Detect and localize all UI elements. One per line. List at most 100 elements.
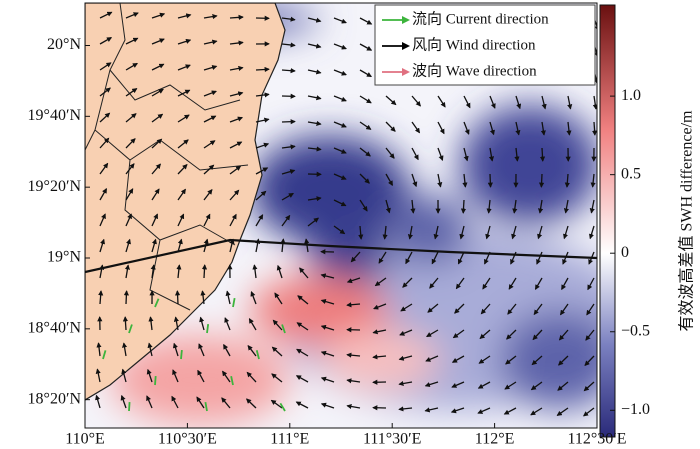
wind-arrow: [222, 370, 231, 383]
wind-arrow: [563, 199, 569, 214]
wind-arrow: [229, 213, 237, 227]
wind-arrow: [424, 407, 439, 413]
wind-arrow: [151, 113, 164, 123]
wind-arrow: [125, 12, 139, 19]
wind-arrow: [229, 189, 240, 201]
wind-arrow: [281, 214, 291, 227]
wind-arrow: [150, 264, 156, 279]
colorbar-tick-label: 1.0: [621, 87, 641, 104]
wind-arrow: [255, 142, 270, 149]
wind-arrow: [398, 406, 413, 412]
wind-arrow: [177, 238, 183, 253]
wind-arrow: [385, 121, 396, 132]
wind-arrow: [247, 344, 257, 357]
wind-arrow: [374, 277, 387, 287]
wind-arrow: [223, 343, 231, 357]
wind-arrow: [563, 225, 569, 240]
wind-arrow: [508, 277, 517, 290]
wind-arrow: [177, 213, 185, 227]
wind-arrow: [463, 121, 470, 135]
wind-arrow: [437, 121, 445, 135]
wind-arrow: [125, 238, 131, 253]
wind-arrow: [229, 91, 244, 97]
wind-arrow: [512, 199, 518, 214]
wind-arrow: [99, 162, 109, 175]
wind-arrow: [486, 199, 492, 214]
wind-arrow: [296, 322, 309, 331]
wind-arrow: [281, 144, 296, 150]
wind-arrow: [96, 342, 102, 357]
wind-arrow: [411, 173, 418, 188]
wind-arrow: [281, 169, 296, 175]
wind-arrow: [99, 137, 110, 149]
wind-arrow: [203, 189, 213, 201]
wind-arrow: [151, 12, 166, 19]
wind-arrow: [533, 303, 543, 316]
wind-arrow: [359, 95, 372, 104]
wind-arrow: [151, 163, 161, 175]
x-tick-label: 111°30′E: [363, 431, 421, 448]
wind-arrow: [359, 43, 373, 51]
y-tick-label: 20°N: [47, 36, 81, 53]
wind-arrow: [487, 173, 493, 188]
wind-arrow: [201, 264, 208, 279]
wind-arrow: [295, 375, 309, 383]
wind-arrow: [333, 121, 347, 128]
typhoon-track: [85, 238, 597, 274]
wind-arrow: [429, 277, 439, 289]
wind-arrow: [346, 277, 361, 284]
wind-arrow: [151, 213, 158, 227]
wind-arrow: [514, 147, 520, 162]
y-tick-label: 19°40′N: [28, 107, 82, 124]
wind-arrow: [359, 17, 373, 25]
current-arrow: [154, 375, 157, 386]
wind-arrow: [372, 329, 387, 335]
wind-arrow: [515, 121, 521, 136]
wind-arrow: [147, 342, 153, 357]
wind-arrow: [385, 95, 397, 106]
wind-arrow: [592, 121, 597, 136]
wind-arrow: [477, 381, 491, 389]
wind-arrow: [585, 329, 595, 341]
wind-arrow: [505, 355, 517, 365]
wind-arrow: [177, 89, 191, 97]
wind-arrow: [346, 403, 361, 410]
wind-arrow: [457, 251, 465, 265]
current-arrow: [255, 350, 260, 360]
legend: 流向 Current direction 风向 Wind direction 波向 …: [374, 4, 596, 86]
wind-arrow: [307, 69, 322, 75]
wind-arrow: [203, 14, 218, 20]
legend-label: 风向 Wind direction: [412, 36, 536, 53]
wind-arrow: [567, 95, 573, 110]
wind-arrow: [506, 329, 517, 340]
wind-arrow: [123, 290, 129, 305]
wind-arrow: [454, 303, 465, 314]
wind-arrow: [333, 43, 347, 50]
wind-arrow: [540, 121, 546, 136]
wind-arrow: [536, 251, 543, 265]
wind-arrow: [385, 147, 395, 159]
wind-arrow: [455, 277, 465, 290]
wind-arrow: [398, 355, 413, 361]
wind-arrow: [320, 402, 335, 409]
wind-arrow: [460, 199, 467, 214]
wind-arrow: [431, 251, 439, 265]
wind-arrow: [174, 290, 181, 305]
wind-arrow: [588, 225, 595, 240]
wind-arrow: [402, 277, 413, 288]
current-arrow: [180, 349, 183, 360]
x-tick-label: 112°E: [475, 431, 515, 448]
wind-arrow: [125, 37, 139, 45]
wind-arrow: [532, 329, 543, 341]
wind-arrow: [462, 173, 468, 188]
wind-arrow: [99, 11, 113, 19]
wind-arrow: [424, 381, 439, 388]
wind-arrow: [333, 17, 347, 24]
wind-arrow: [221, 397, 231, 409]
wind-arrow: [399, 329, 413, 336]
wind-arrow: [333, 69, 347, 76]
wind-arrow: [197, 369, 205, 383]
wind-arrow: [255, 66, 270, 73]
wind-arrow: [450, 407, 465, 414]
wind-arrow: [229, 141, 243, 149]
